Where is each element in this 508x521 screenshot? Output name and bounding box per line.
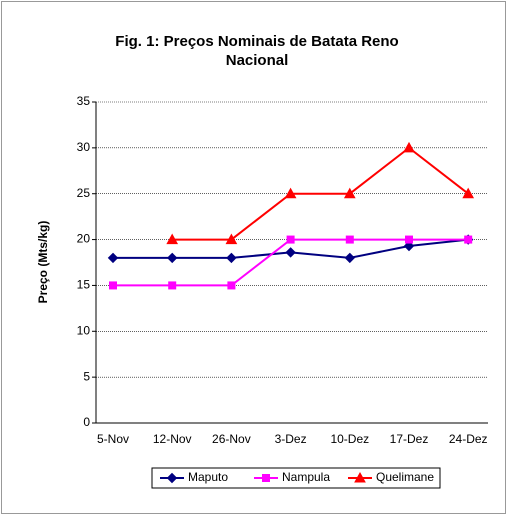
- legend-label: Nampula: [282, 470, 330, 484]
- x-tick-label: 24-Dez: [449, 432, 488, 446]
- y-tick-label: 10: [77, 323, 91, 337]
- y-tick-label: 5: [83, 369, 90, 383]
- y-axis-label: Preço (Mts/kg): [36, 221, 50, 304]
- series-line: [172, 146, 469, 241]
- legend-label: Maputo: [188, 470, 228, 484]
- point: [285, 247, 296, 258]
- x-tick-label: 26-Nov: [212, 432, 251, 446]
- point: [107, 252, 119, 264]
- chart-title: Fig. 1: Preços Nominais de Batata Reno: [115, 33, 398, 50]
- legend-marker: [354, 471, 366, 483]
- point: [462, 187, 475, 199]
- point: [344, 252, 356, 264]
- y-tick-label: 25: [77, 186, 91, 200]
- x-tick-label: 10-Dez: [330, 432, 369, 446]
- point: [403, 141, 415, 153]
- x-tick-label: 17-Dez: [390, 432, 429, 446]
- point: [226, 252, 237, 264]
- point: [284, 187, 297, 199]
- y-tick-label: 20: [77, 232, 91, 246]
- x-tick-label: 12-Nov: [153, 432, 192, 446]
- x-tick-label: 3-Dez: [275, 432, 307, 446]
- chart-border: [1, 1, 506, 514]
- y-tick-label: 15: [77, 278, 91, 292]
- point: [464, 235, 473, 244]
- point: [286, 235, 295, 244]
- y-tick-label: 0: [83, 415, 90, 429]
- point: [109, 281, 117, 290]
- legend-label: Quelimane: [376, 470, 434, 484]
- legend-marker: [166, 472, 178, 484]
- legend: [151, 467, 441, 489]
- point: [405, 235, 413, 244]
- y-tick-label: 35: [77, 94, 91, 108]
- point: [343, 187, 356, 199]
- point: [403, 240, 415, 252]
- legend-marker: [262, 474, 270, 482]
- point: [345, 235, 354, 244]
- point: [166, 233, 179, 245]
- chart-subtitle: Nacional: [226, 52, 289, 69]
- point: [166, 252, 178, 264]
- point: [227, 281, 236, 290]
- point: [168, 281, 177, 290]
- y-tick-label: 30: [77, 140, 91, 154]
- point: [225, 233, 238, 245]
- x-tick-label: 5-Nov: [97, 432, 129, 446]
